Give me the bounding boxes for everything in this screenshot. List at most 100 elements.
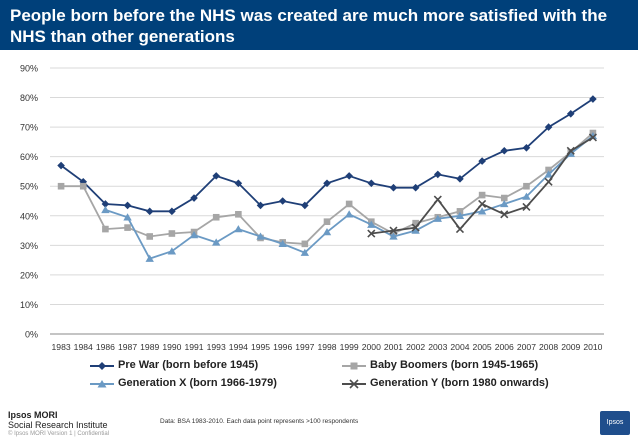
data-point — [433, 214, 442, 222]
logo-name: Ipsos MORI — [8, 410, 58, 420]
x-tick-label: 1996 — [273, 342, 292, 352]
x-tick-label: 1994 — [229, 342, 248, 352]
data-point — [545, 166, 552, 174]
data-point — [367, 179, 376, 188]
data-point — [589, 95, 597, 103]
data-point — [323, 179, 331, 188]
data-point — [389, 183, 398, 192]
y-tick-label: 60% — [20, 152, 38, 162]
data-point — [323, 218, 331, 225]
data-point — [146, 233, 154, 240]
x-tick-label: 1989 — [140, 342, 159, 352]
legend: Pre War (born before 1945) Baby Boomers … — [0, 352, 638, 397]
x-tick-label: 1999 — [340, 342, 359, 352]
data-point — [212, 238, 221, 246]
y-tick-label: 90% — [20, 64, 38, 74]
data-point — [57, 161, 65, 170]
data-point — [434, 170, 442, 179]
x-tick-label: 1984 — [74, 342, 93, 352]
data-point — [123, 201, 132, 210]
series-2 — [101, 131, 598, 262]
data-point — [301, 201, 309, 210]
data-point — [322, 228, 332, 236]
data-point — [167, 247, 177, 255]
ipsos-badge-logo: Ipsos — [600, 411, 630, 435]
data-point — [212, 213, 220, 221]
y-tick-label: 40% — [20, 211, 38, 221]
data-point — [411, 183, 420, 192]
data-point — [478, 157, 486, 165]
legend-swatch-generation-x — [90, 380, 114, 388]
data-point — [566, 146, 575, 155]
ipsos-mori-logo: Ipsos MORI Social Research Institute — [8, 410, 158, 430]
data-point — [101, 205, 110, 214]
legend-swatch-generation-y — [342, 379, 366, 389]
data-point — [256, 232, 265, 240]
data-point — [123, 213, 132, 221]
series-line — [60, 98, 594, 213]
y-tick-label: 30% — [20, 241, 38, 251]
y-axis-ticks: 0% 10% 20% 30% 40% 50% 60% 70% 80% 90% — [20, 64, 38, 340]
data-point — [456, 208, 464, 215]
data-point — [278, 239, 287, 248]
data-point — [523, 182, 530, 190]
x-tick-label: 2006 — [495, 342, 514, 352]
series-0 — [57, 95, 597, 216]
x-tick-label: 2008 — [539, 342, 558, 352]
data-point — [367, 229, 376, 238]
x-tick-label: 1993 — [207, 342, 226, 352]
title-bar: People born before the NHS was created a… — [0, 0, 638, 50]
data-point — [301, 240, 309, 248]
data-point — [234, 225, 243, 233]
x-tick-label: 2007 — [517, 342, 536, 352]
legend-label-generation-x: Generation X (born 1966-1979) — [118, 377, 277, 389]
data-point — [522, 192, 531, 200]
data-point — [455, 225, 465, 234]
series-line — [371, 136, 594, 235]
data-point — [500, 194, 508, 202]
line-chart: 0%10%20%30%40%50%60%70%80%90% 1983 1984 19… — [20, 64, 604, 352]
logo-subtitle: Social Research Institute — [8, 420, 108, 430]
data-point — [566, 110, 575, 118]
data-point — [145, 207, 154, 216]
data-point — [234, 179, 243, 188]
data-point — [522, 144, 531, 152]
data-point — [168, 207, 176, 216]
legend-label-pre-war: Pre War (born before 1945) — [118, 359, 259, 371]
x-tick-label: 1983 — [52, 342, 71, 352]
data-point — [256, 201, 265, 210]
y-tick-label: 50% — [20, 182, 38, 192]
series-3 — [367, 133, 597, 238]
data-point — [478, 199, 487, 209]
x-tick-label: 2009 — [561, 342, 580, 352]
data-point — [544, 123, 553, 131]
y-tick-label: 0% — [25, 330, 38, 340]
data-point — [124, 224, 131, 231]
x-tick-label: 2010 — [583, 342, 602, 352]
data-point — [544, 177, 553, 186]
x-tick-label: 1998 — [317, 342, 336, 352]
x-tick-label: 2001 — [384, 342, 403, 352]
source-note: Data: BSA 1983-2010. Each data point rep… — [160, 418, 359, 425]
x-tick-label: 2004 — [450, 342, 469, 352]
series-line — [105, 135, 594, 260]
y-tick-label: 20% — [20, 270, 38, 280]
data-point — [544, 170, 553, 178]
data-point — [212, 172, 220, 180]
y-tick-label: 70% — [20, 123, 38, 133]
data-point — [588, 133, 597, 142]
x-tick-label: 2005 — [473, 342, 492, 352]
data-point — [344, 210, 354, 218]
data-point — [500, 199, 509, 208]
data-point — [500, 146, 509, 155]
legend-swatch-baby-boomers — [342, 362, 366, 370]
legend-swatch-pre-war — [90, 362, 114, 370]
data-point — [189, 230, 199, 239]
data-point — [57, 182, 65, 190]
legend-label-baby-boomers: Baby Boomers (born 1945-1965) — [370, 359, 539, 371]
x-tick-label: 2002 — [406, 342, 425, 352]
x-tick-label: 1986 — [96, 342, 115, 352]
x-tick-label: 1995 — [251, 342, 270, 352]
data-point — [456, 175, 464, 183]
data-point — [345, 172, 353, 180]
